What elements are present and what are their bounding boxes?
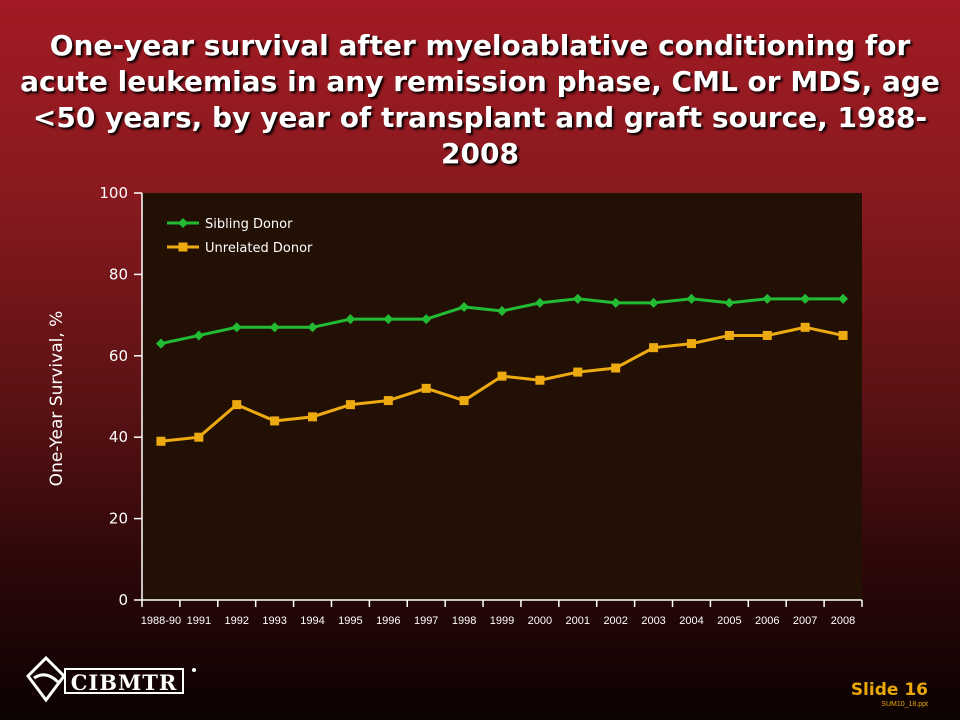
data-point (383, 396, 393, 406)
data-point (572, 293, 583, 304)
legend-marker (178, 218, 188, 228)
data-point (686, 339, 696, 349)
data-point (534, 297, 545, 308)
data-point (193, 330, 204, 341)
y-tick-label: 100 (99, 184, 128, 202)
x-tick-label: 2008 (831, 615, 855, 627)
data-point (762, 330, 772, 340)
x-tick-label: 2002 (603, 615, 627, 627)
data-point (231, 322, 242, 333)
x-tick-label: 1993 (262, 615, 286, 627)
y-tick-label: 0 (118, 591, 128, 609)
y-tick-label: 40 (109, 428, 128, 446)
series-unrelated-donor (156, 322, 848, 446)
x-tick-label: 1992 (224, 615, 248, 627)
legend-item: Unrelated Donor (167, 241, 313, 256)
legend-item: Sibling Donor (167, 217, 293, 232)
x-tick-label: 1991 (187, 615, 211, 627)
cibmtr-emblem-icon (26, 656, 196, 703)
data-point (421, 383, 431, 393)
legend-label: Sibling Donor (205, 217, 293, 232)
data-point (610, 297, 621, 308)
data-point (421, 314, 432, 325)
x-tick-label: 2005 (717, 615, 741, 627)
data-point (497, 371, 507, 381)
data-point (762, 293, 773, 304)
y-tick-label: 20 (109, 510, 128, 528)
data-point (270, 416, 280, 426)
data-point (345, 314, 356, 325)
y-tick-label: 60 (109, 347, 128, 365)
data-point (459, 396, 469, 406)
y-tick-label: 80 (109, 265, 128, 283)
slide-number: Slide 16 (850, 680, 928, 700)
chart-title: One-year survival after myeloablative co… (20, 29, 940, 170)
y-axis-label: One-Year Survival, % (47, 311, 67, 487)
legend-label: Unrelated Donor (205, 241, 313, 256)
plot-area (142, 193, 862, 600)
data-point (194, 432, 204, 442)
cibmtr-logo: CIBMTR (64, 668, 184, 695)
data-point (156, 436, 166, 446)
data-point (459, 301, 470, 312)
x-tick-label: 2006 (755, 615, 779, 627)
data-point (800, 322, 810, 332)
data-point (308, 412, 318, 422)
data-point (648, 297, 659, 308)
x-tick-label: 1988-90 (141, 615, 181, 627)
data-point (155, 338, 166, 349)
data-point (269, 322, 280, 333)
data-point (724, 330, 734, 340)
data-point (838, 293, 849, 304)
x-tick-label: 1996 (376, 615, 400, 627)
series-sibling-donor (155, 293, 849, 349)
data-point (497, 306, 507, 317)
data-point (535, 375, 545, 385)
x-tick-label: 2001 (566, 615, 590, 627)
x-tick-label: 1998 (452, 615, 476, 627)
x-tick-label: 1999 (490, 615, 514, 627)
data-point (838, 330, 848, 340)
x-tick-label: 2004 (679, 615, 703, 627)
x-tick-label: 1994 (300, 615, 324, 627)
data-point (724, 297, 735, 308)
legend-marker (178, 242, 188, 252)
x-tick-label: 2000 (528, 615, 552, 627)
data-point (345, 400, 355, 410)
x-tick-label: 1995 (338, 615, 362, 627)
data-point (686, 293, 697, 304)
x-tick-label: 1997 (414, 615, 438, 627)
data-point (649, 343, 659, 353)
data-point (307, 322, 318, 333)
x-tick-label: 2003 (641, 615, 665, 627)
x-tick-label: 2007 (793, 615, 817, 627)
file-code: SUM10_18.ppt (881, 701, 928, 708)
data-point (800, 293, 811, 304)
data-point (232, 400, 242, 410)
data-point (611, 363, 621, 373)
data-point (383, 314, 394, 325)
data-point (573, 367, 583, 377)
